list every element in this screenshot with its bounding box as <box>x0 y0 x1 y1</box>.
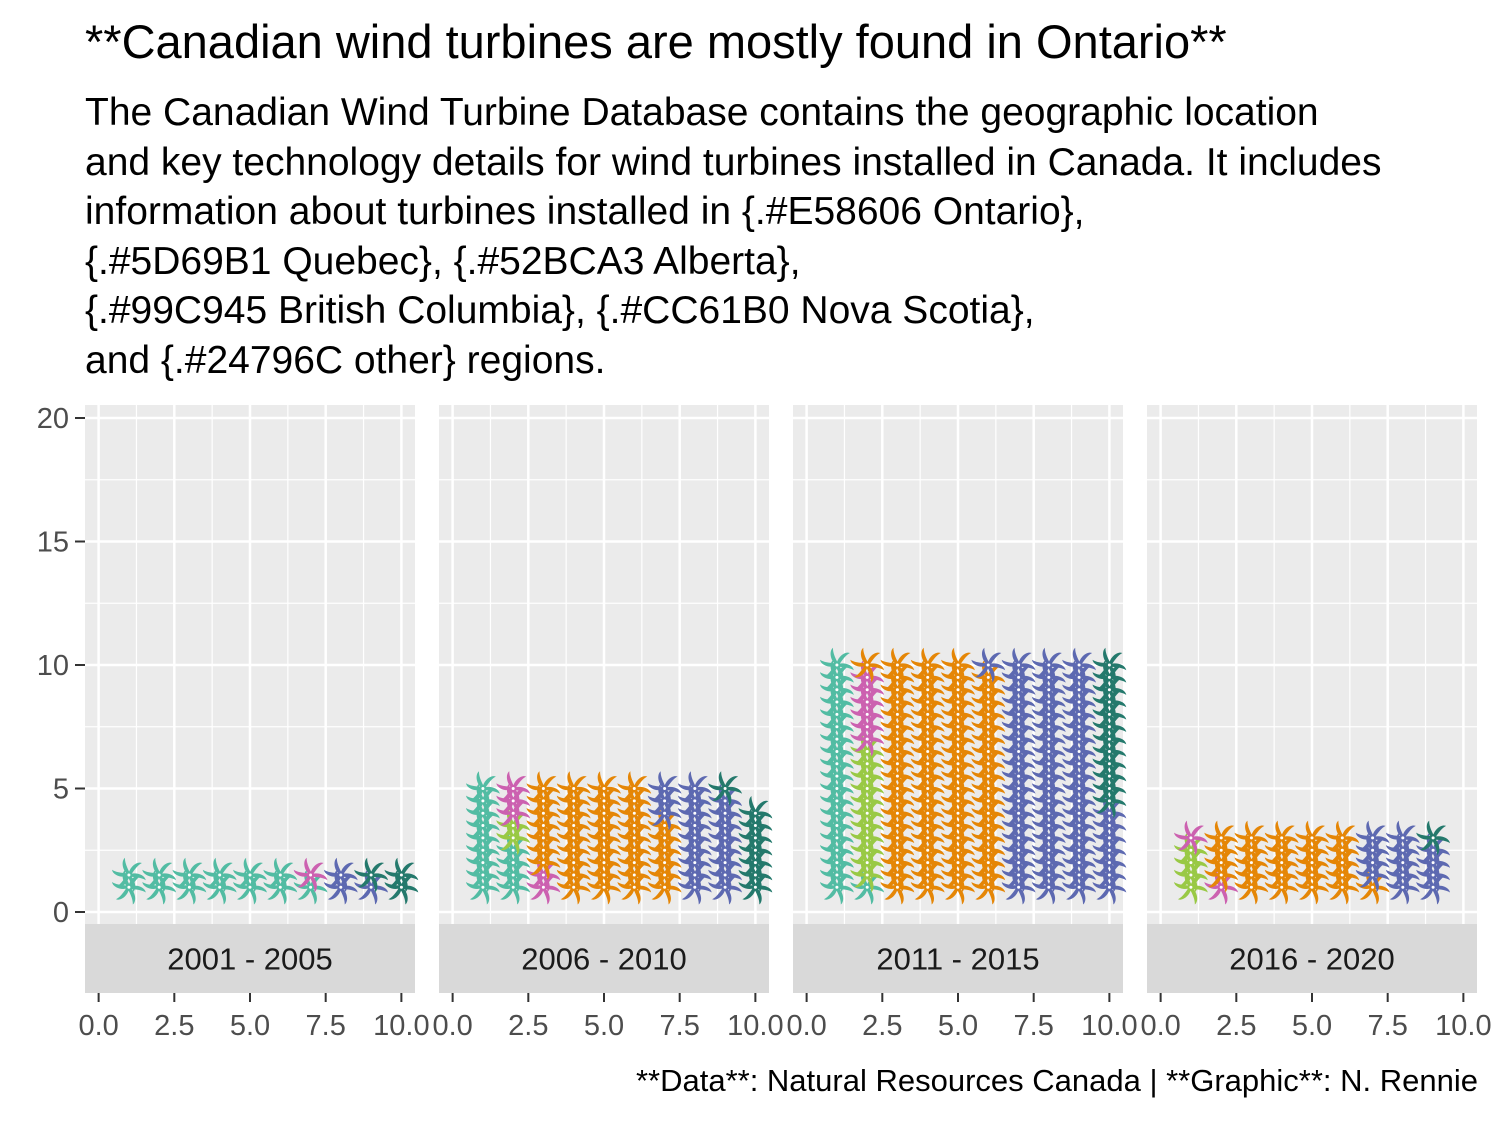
facet-panel: 2006 - 2010 0.0 2.5 5.0 7.5 10.0 <box>432 405 784 1042</box>
x-tick-label: 10.0 <box>373 1010 429 1042</box>
facet-strip <box>439 924 769 993</box>
x-tick-label: 5.0 <box>1292 1010 1332 1042</box>
y-tick-label: 5 <box>53 774 69 806</box>
x-tick-label: 10.0 <box>1081 1010 1137 1042</box>
facet-strip <box>1147 924 1477 993</box>
x-tick-label: 5.0 <box>230 1010 270 1042</box>
x-tick-label: 7.5 <box>306 1010 346 1042</box>
y-tick-label: 15 <box>37 527 69 559</box>
x-tick-label: 5.0 <box>584 1010 624 1042</box>
x-tick-label: 7.5 <box>660 1010 700 1042</box>
y-tick-label: 20 <box>37 403 69 435</box>
subtitle-line: {.#99C945 British Columbia}, {.#CC61B0 N… <box>85 289 1035 332</box>
x-tick-label: 10.0 <box>1435 1010 1491 1042</box>
chart-caption: **Data**: Natural Resources Canada | **G… <box>635 1063 1478 1098</box>
x-tick-label: 2.5 <box>508 1010 548 1042</box>
x-tick-label: 7.5 <box>1014 1010 1054 1042</box>
x-tick-label: 5.0 <box>938 1010 978 1042</box>
facet-strip-label: 2001 - 2005 <box>167 942 332 977</box>
subtitle-line: information about turbines installed in … <box>85 190 1085 233</box>
y-tick-label: 10 <box>37 650 69 682</box>
x-tick-label: 0.0 <box>432 1010 472 1042</box>
x-tick-label: 0.0 <box>1140 1010 1180 1042</box>
subtitle-line: {.#5D69B1 Quebec}, {.#52BCA3 Alberta}, <box>85 239 801 283</box>
facet-panel: 2001 - 2005 0.0 2.5 5.0 7.5 10.0 <box>78 405 430 1042</box>
x-tick-label: 2.5 <box>862 1010 902 1042</box>
facet-strip-label: 2011 - 2015 <box>876 942 1039 977</box>
y-axis: 0 5 10 15 20 <box>37 403 85 929</box>
facet-strip <box>793 924 1123 993</box>
x-tick-label: 0.0 <box>78 1010 118 1042</box>
y-tick-label: 0 <box>53 897 69 929</box>
x-tick-label: 10.0 <box>727 1010 783 1042</box>
subtitle-line: and {.#24796C other} regions. <box>85 338 606 382</box>
facet-strip-label: 2016 - 2020 <box>1229 942 1394 977</box>
chart-title: **Canadian wind turbines are mostly foun… <box>85 15 1227 68</box>
facet-panel: 2011 - 2015 0.0 2.5 5.0 7.5 10.0 <box>786 405 1138 1042</box>
x-tick-label: 2.5 <box>154 1010 194 1042</box>
facet-panel: 2016 - 2020 0.0 2.5 5.0 7.5 10.0 <box>1140 405 1492 1042</box>
x-tick-label: 7.5 <box>1368 1010 1408 1042</box>
facet-strip <box>85 924 415 993</box>
facet-strip-label: 2006 - 2010 <box>521 942 686 977</box>
x-tick-label: 0.0 <box>786 1010 826 1042</box>
chart-subtitle: The Canadian Wind Turbine Database conta… <box>85 88 1500 385</box>
x-tick-label: 2.5 <box>1216 1010 1256 1042</box>
subtitle-line: and key technology details for wind turb… <box>85 140 1382 184</box>
subtitle-line: The Canadian Wind Turbine Database conta… <box>85 91 1319 134</box>
